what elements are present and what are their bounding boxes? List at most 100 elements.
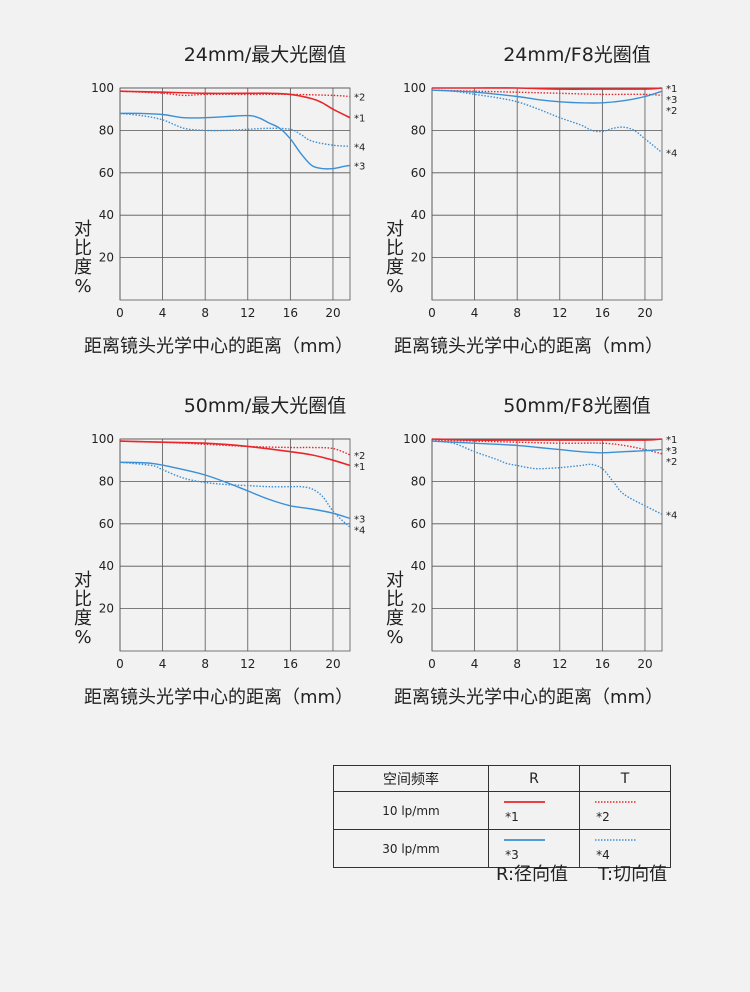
legend-mark: *4 [596, 848, 610, 862]
y-tick-label: 40 [411, 208, 426, 222]
series-line-2 [119, 440, 351, 456]
series-line-4 [431, 89, 663, 154]
y-tick-label: 60 [99, 166, 114, 180]
series-end-label: *1 [354, 462, 365, 473]
mtf-chart-24mm-max: 24mm/最大光圈值 0 4 8 12 16 20 20 40 60 80 100 *2 *1 *4 *3 … [73, 40, 403, 360]
legend-frequency: 10 lp/mm [333, 791, 489, 830]
series-end-label: *3 [354, 161, 365, 172]
legend-r-30lp: *3 [488, 829, 580, 868]
y-tick-label: 100 [403, 432, 426, 446]
mtf-chart-50mm-max: 50mm/最大光圈值 0 4 8 12 16 20 20 40 60 80 100 *2 *1 *3 *4 … [73, 391, 403, 711]
y-tick-label: 60 [99, 517, 114, 531]
y-tick-label: 80 [411, 474, 426, 488]
x-tick-label: 4 [159, 657, 167, 671]
x-tick-label: 4 [159, 306, 167, 320]
x-tick-label: 20 [637, 306, 652, 320]
x-tick-label: 8 [201, 657, 209, 671]
series-end-label: *1 [666, 84, 677, 95]
y-tick-label: 40 [99, 559, 114, 573]
x-tick-label: 20 [637, 657, 652, 671]
legend-header-frequency: 空间频率 [333, 765, 489, 792]
series-line-1 [431, 438, 663, 441]
plot-frame [431, 438, 663, 652]
legend-swatch-solid-blue [504, 839, 545, 841]
series-line-3 [431, 440, 663, 454]
y-tick-label: 80 [411, 123, 426, 137]
chart-plot: 0 4 8 12 16 20 20 40 60 80 100 *1*3*2 *4 [403, 432, 677, 671]
series-end-label: *3 [666, 446, 677, 457]
y-axis-label: 对比度% [74, 219, 92, 297]
mtf-chart-24mm-f8: 24mm/F8光圈值 0 4 8 12 16 20 20 40 60 80 100 *1 *3 *2 *4 … [385, 40, 715, 360]
x-axis-label: 距离镜头光学中心的距离（mm） [394, 336, 664, 357]
x-tick-label: 0 [116, 306, 124, 320]
series-end-label: *2 [354, 451, 365, 462]
series-line-3 [119, 112, 351, 170]
series-end-label: *4 [666, 510, 677, 521]
x-tick-label: 4 [471, 657, 479, 671]
y-tick-label: 100 [91, 81, 114, 95]
series-line-4 [431, 440, 663, 515]
legend-mark: *1 [505, 810, 519, 824]
y-tick-label: 40 [411, 559, 426, 573]
series-end-label: *4 [354, 526, 365, 537]
series-line-3 [119, 461, 351, 520]
series-line-3 [431, 89, 663, 104]
y-tick-label: 80 [99, 474, 114, 488]
legend-t-10lp: *2 [579, 791, 671, 830]
chart-plot: 0 4 8 12 16 20 20 40 60 80 100 *2*1 *3*4 [91, 432, 365, 671]
series-line-4 [119, 112, 351, 147]
legend-table: 空间频率 R T 10 lp/mm *1 *2 30 lp/mm *3 *4 [333, 765, 671, 868]
legend-t-30lp: *4 [579, 829, 671, 868]
x-tick-label: 12 [240, 306, 255, 320]
x-tick-label: 4 [471, 306, 479, 320]
legend-swatch-dotted-blue [595, 839, 636, 841]
footnote-tangential: T:切向值 [598, 864, 668, 885]
x-tick-label: 8 [513, 306, 521, 320]
y-tick-label: 80 [99, 123, 114, 137]
x-tick-label: 16 [283, 657, 298, 671]
y-tick-label: 100 [403, 81, 426, 95]
x-tick-label: 20 [325, 657, 340, 671]
x-tick-label: 20 [325, 306, 340, 320]
x-tick-label: 12 [552, 306, 567, 320]
x-tick-label: 12 [552, 657, 567, 671]
series-end-label: *2 [354, 92, 365, 103]
x-tick-label: 0 [116, 657, 124, 671]
legend-header-t: T [579, 765, 671, 792]
series-end-label: *1 [666, 435, 677, 446]
series-end-label: *1 [354, 114, 365, 125]
y-tick-label: 40 [99, 208, 114, 222]
series-end-label: *3 [354, 515, 365, 526]
y-tick-label: 60 [411, 166, 426, 180]
legend-swatch-solid-red [504, 801, 545, 803]
plot-frame [119, 87, 351, 301]
series-line-2 [431, 439, 663, 455]
chart-title: 50mm/最大光圈值 [183, 395, 347, 417]
y-axis-label: 对比度% [386, 570, 404, 648]
chart-plot: 0 4 8 12 16 20 20 40 60 80 100 *1*3*2 *4 [403, 81, 677, 320]
y-tick-label: 20 [99, 251, 114, 265]
y-tick-label: 20 [411, 251, 426, 265]
legend-header-r: R [488, 765, 580, 792]
x-axis-label: 距离镜头光学中心的距离（mm） [394, 687, 664, 708]
y-tick-label: 60 [411, 517, 426, 531]
series-line-4 [119, 461, 351, 528]
chart-title: 24mm/F8光圈值 [503, 44, 651, 66]
legend-row: 30 lp/mm *3 *4 [333, 829, 671, 868]
legend-swatch-dotted-red [595, 801, 636, 803]
y-tick-label: 20 [99, 602, 114, 616]
series-line-2 [119, 90, 351, 98]
series-line-2 [431, 89, 663, 97]
x-tick-label: 16 [595, 657, 610, 671]
x-axis-label: 距离镜头光学中心的距离（mm） [84, 687, 354, 708]
x-tick-label: 0 [428, 306, 436, 320]
legend-r-10lp: *1 [488, 791, 580, 830]
series-end-label: *2 [666, 106, 677, 117]
y-tick-label: 20 [411, 602, 426, 616]
legend-row: 10 lp/mm *1 *2 [333, 791, 671, 830]
mtf-chart-50mm-f8: 50mm/F8光圈值 0 4 8 12 16 20 20 40 60 80 100 *1 *3 *2 *4 … [385, 391, 715, 711]
series-line-1 [119, 90, 351, 119]
x-tick-label: 16 [283, 306, 298, 320]
x-tick-label: 12 [240, 657, 255, 671]
chart-title: 50mm/F8光圈值 [503, 395, 651, 417]
